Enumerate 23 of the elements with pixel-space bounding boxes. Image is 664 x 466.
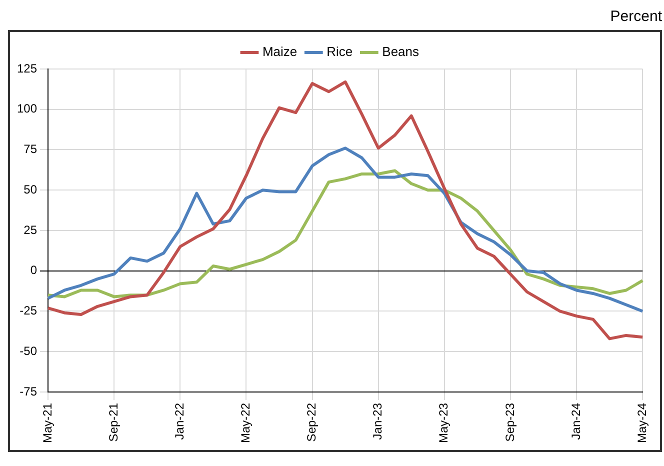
x-tick-label: Jan-22 xyxy=(172,402,186,440)
y-tick-label: 0 xyxy=(30,263,38,278)
legend-label: Beans xyxy=(382,44,420,60)
legend-label: Rice xyxy=(326,44,353,60)
x-tick-label: Sep-22 xyxy=(304,402,319,442)
y-tick-label: 100 xyxy=(16,102,38,116)
x-tick-label: Jan-23 xyxy=(370,402,385,440)
x-tick-label: May-21 xyxy=(40,402,54,443)
x-tick-label: Jan-24 xyxy=(568,402,583,440)
y-tick-label: -50 xyxy=(20,344,38,358)
x-tick-label: May-22 xyxy=(238,402,253,443)
y-axis-title: Percent xyxy=(609,8,662,27)
y-tick-label: -25 xyxy=(20,304,38,318)
y-tick-label: 125 xyxy=(16,61,38,76)
x-tick-label: Sep-21 xyxy=(106,402,120,442)
y-tick-label: 75 xyxy=(24,142,38,156)
legend-label: Maize xyxy=(262,44,298,60)
x-tick-label: May-23 xyxy=(436,402,451,443)
y-tick-label: 25 xyxy=(24,222,38,237)
y-tick-label: 50 xyxy=(24,182,38,196)
x-tick-label: May-24 xyxy=(634,402,649,443)
y-tick-label: -75 xyxy=(20,384,38,398)
x-tick-label: Sep-23 xyxy=(502,402,517,442)
